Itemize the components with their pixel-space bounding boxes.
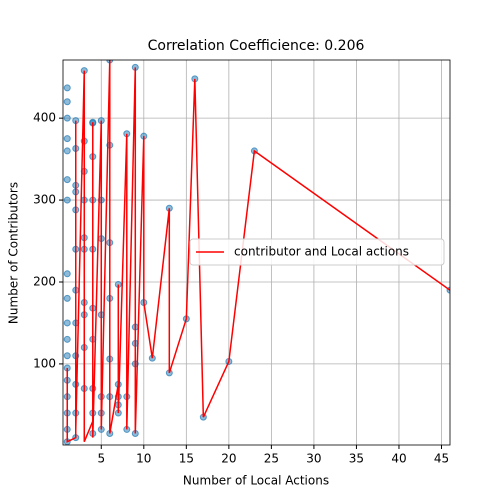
legend-label: contributor and Local actions [234, 245, 409, 259]
point [63, 335, 71, 343]
y-axis-label: Number of Contributors [7, 182, 21, 324]
x-tick-label: 15 [179, 452, 194, 466]
x-tick-label: 30 [306, 452, 321, 466]
x-tick-label: 40 [391, 452, 406, 466]
point [63, 147, 71, 155]
x-tick-label: 45 [434, 452, 449, 466]
y-tick-label: 300 [33, 193, 56, 207]
point [63, 319, 71, 327]
point [63, 176, 71, 184]
x-axis-label: Number of Local Actions [183, 474, 329, 488]
point [63, 270, 71, 278]
x-tick-label: 5 [97, 452, 105, 466]
x-tick-label: 25 [264, 452, 279, 466]
legend-box [189, 238, 445, 266]
line [66, 60, 450, 443]
point [63, 196, 71, 204]
chart-title: Correlation Coefficience: 0.206 [148, 38, 365, 54]
point [63, 98, 71, 106]
x-tick-label: 35 [349, 452, 364, 466]
y-tick-label: 200 [33, 274, 56, 288]
y-tick-label: 400 [33, 111, 56, 125]
point [63, 135, 71, 143]
point [63, 294, 71, 302]
x-tick-label: 10 [136, 452, 151, 466]
plot-frame [62, 59, 451, 446]
point [63, 84, 71, 92]
y-tick-label: 100 [33, 356, 56, 370]
point [63, 352, 71, 360]
plot [63, 60, 450, 445]
point [63, 114, 71, 122]
x-tick-label: 20 [221, 452, 236, 466]
